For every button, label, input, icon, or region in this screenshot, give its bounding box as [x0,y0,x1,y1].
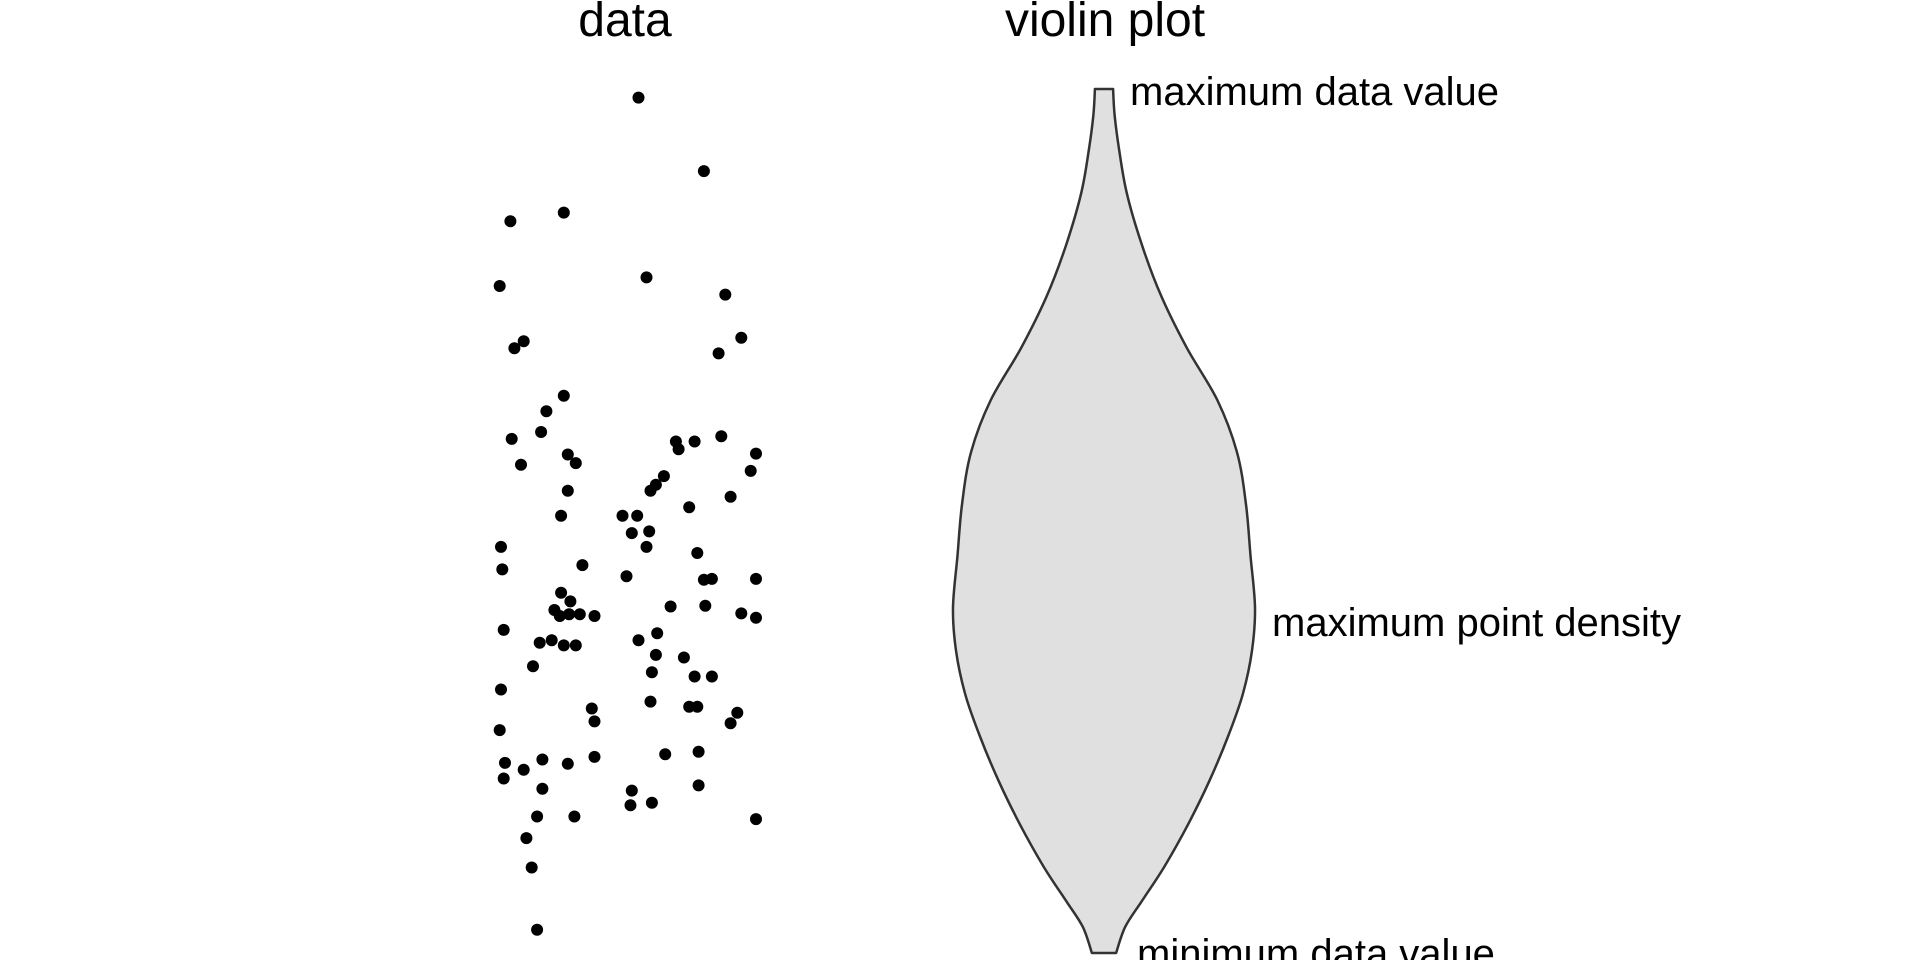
data-point [564,595,577,608]
data-point [508,342,521,355]
data-point [499,756,511,769]
data-point [724,717,737,730]
data-point [496,563,509,576]
data-point [533,636,546,649]
data-point [495,540,507,553]
data-point [632,91,645,104]
data-point [517,763,530,776]
data-point [536,782,549,795]
data-point [527,660,539,673]
data-point [497,623,510,636]
data-point [672,443,685,456]
data-point [520,832,533,845]
data-point [699,599,712,612]
data-point [536,753,549,766]
data-point [645,796,658,809]
violin-shape [951,87,1257,955]
data-point [497,772,510,785]
data-point [493,724,506,737]
data-point [493,280,506,292]
data-point [620,570,633,583]
data-point [569,639,582,652]
data-point [750,813,762,826]
data-point [540,405,553,418]
data-panel-title: data [578,0,672,47]
data-point [744,464,757,477]
data-point [576,559,589,572]
data-point [750,447,762,460]
data-point [688,670,701,683]
data-point [625,527,638,540]
data-point [505,432,518,445]
data-point [750,611,762,624]
data-point [557,389,570,402]
min-value-annotation: minimum data value [1137,932,1495,960]
data-point [640,271,653,284]
data-point [625,784,638,797]
data-point [644,695,657,708]
data-point [585,702,598,715]
data-point [588,750,601,763]
data-point [645,666,658,679]
data-point [545,634,558,647]
data-point [495,683,507,696]
data-point [517,335,530,348]
data-point [504,215,517,228]
data-point [692,745,705,758]
data-point [531,923,544,936]
data-point [649,648,662,661]
data-point [568,810,581,823]
data-point [588,715,601,728]
data-point [616,509,629,522]
data-point [724,490,737,503]
data-point [561,484,574,497]
data-point [651,627,664,640]
data-point [525,861,538,874]
data-point [659,748,672,761]
data-point [644,484,657,497]
data-point [705,572,718,585]
data-point [535,426,548,438]
data-point [515,458,527,471]
violin-panel-title: violin plot [1005,0,1205,47]
data-point [553,610,566,622]
data-point [735,331,748,344]
data-point [531,810,544,823]
max-value-annotation: maximum data value [1130,70,1499,114]
data-point [735,607,748,620]
data-point [691,547,704,559]
data-point [555,586,568,599]
data-point [555,509,568,522]
data-point [688,435,701,448]
data-point [657,470,670,483]
data-point [561,448,574,461]
data-points [493,91,762,936]
data-point [640,540,653,553]
data-point [697,165,710,178]
data-point [750,572,762,585]
data-point [719,288,732,301]
data-point [569,457,582,470]
data-point [624,799,637,812]
data-point [705,670,718,683]
data-point [691,700,704,713]
data-point [715,430,728,443]
data-point [664,600,677,613]
data-point [731,706,744,719]
data-point [563,608,576,621]
data-point [631,509,644,522]
data-point [557,639,570,652]
data-point [683,501,696,514]
data-point [632,634,645,647]
data-point [643,525,656,538]
data-point [712,347,725,360]
data-point [677,651,690,664]
data-point [557,206,570,219]
data-point [588,610,601,622]
max-density-annotation: maximum point density [1272,601,1681,645]
data-point [573,608,586,621]
data-point [692,779,705,792]
data-point [561,757,574,770]
